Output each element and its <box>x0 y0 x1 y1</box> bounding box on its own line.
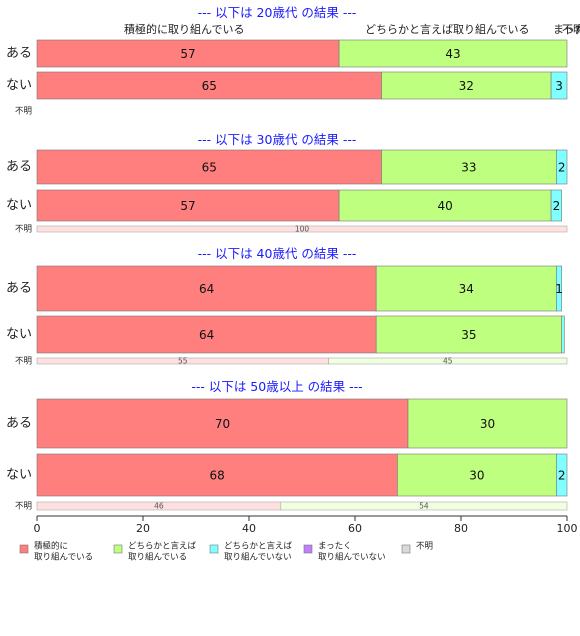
top-label-4: 不明 <box>562 23 580 36</box>
bar-value-label: 30 <box>480 417 495 431</box>
legend-label: どちらかと言えば <box>224 541 293 552</box>
unknown-bar-value-label: 100 <box>295 225 310 234</box>
bar-segment <box>338 39 568 68</box>
legend-swatch <box>401 544 411 554</box>
bar-segment <box>375 315 563 354</box>
bar-value-label: 2 <box>558 161 566 175</box>
unknown-row-label: 不明 <box>15 357 32 367</box>
legend-label: まったく <box>318 542 352 552</box>
bar-segment <box>556 149 568 185</box>
row-label: ない <box>6 198 32 213</box>
bar-segment <box>36 149 382 185</box>
legend-label: 不明 <box>416 542 433 552</box>
unknown-bar-value-label: 54 <box>419 502 429 511</box>
unknown-bar-value-label: 55 <box>178 357 188 366</box>
unknown-row-label: 不明 <box>15 225 32 235</box>
bar-value-label: 1 <box>555 282 563 296</box>
x-tick-label: 100 <box>557 522 578 535</box>
top-label-2: どちらかと言えば取り組んでいる <box>365 23 529 36</box>
section-title: --- 以下は 30歳代 の結果 --- <box>198 132 357 147</box>
bar-segment <box>338 189 552 222</box>
bar-value-label: 65 <box>202 79 217 93</box>
bar-segment <box>407 398 568 449</box>
bar-segment <box>397 453 557 497</box>
x-tick-label: 80 <box>454 522 468 535</box>
bar-segment <box>375 265 557 312</box>
legend-label: 取り組んでいない <box>318 552 386 563</box>
bar-value-label: 64 <box>199 282 214 296</box>
bar-segment <box>556 453 568 497</box>
bar-value-label: 35 <box>461 328 476 342</box>
unknown-bar-value-label: 45 <box>443 357 453 366</box>
row-label: ある <box>6 416 32 431</box>
bar-value-label: 32 <box>459 79 474 93</box>
legend-label: 取り組んでいない <box>224 552 292 563</box>
bar-value-label: 64 <box>199 328 214 342</box>
unknown-bar-segment <box>280 501 568 511</box>
unknown-row-label: 不明 <box>15 502 32 512</box>
bar-value-label: 30 <box>469 469 484 483</box>
unknown-bar-segment <box>328 357 568 365</box>
bar-value-label: 65 <box>202 161 217 175</box>
legend-label: 取り組んでいる <box>34 552 93 563</box>
row-label: ない <box>6 78 32 93</box>
x-tick-label: 20 <box>136 522 150 535</box>
bar-segment <box>36 453 398 497</box>
bar-value-label: 40 <box>437 199 452 213</box>
bar-value-label: 43 <box>445 47 460 61</box>
bar-segment <box>550 189 562 222</box>
section-title: --- 以下は 50歳以上 の結果 --- <box>191 379 362 394</box>
unknown-bar-segment <box>36 225 568 233</box>
bar-value-label: 34 <box>459 282 474 296</box>
row-label: ある <box>6 281 32 296</box>
bar-segment <box>36 189 340 222</box>
bar-segment <box>36 315 377 354</box>
x-tick-label: 40 <box>242 522 256 535</box>
legend-label: 積極的に <box>34 541 68 552</box>
bar-segment <box>381 149 557 185</box>
bar-segment <box>36 265 377 312</box>
bar-value-label: 3 <box>555 79 563 93</box>
unknown-bar-value-label: 46 <box>154 502 164 511</box>
unknown-row-label: 不明 <box>15 107 32 117</box>
bar-value-label: 33 <box>461 161 476 175</box>
x-tick-label: 0 <box>34 522 41 535</box>
bar-value-label: 2 <box>558 469 566 483</box>
bar-value-label: 2 <box>553 199 561 213</box>
legend-label: 取り組んでいる <box>128 552 187 563</box>
section-title: --- 以下は 20歳代 の結果 --- <box>198 5 357 20</box>
bar-segment <box>556 265 563 312</box>
row-label: ない <box>6 468 32 483</box>
top-label-3: まったく <box>553 23 580 36</box>
row-label: ない <box>6 327 32 342</box>
bar-value-label: 70 <box>215 417 230 431</box>
row-label: ある <box>6 46 32 61</box>
x-tick-label: 60 <box>348 522 362 535</box>
bar-segment <box>550 71 568 100</box>
bar-value-label: 57 <box>180 47 195 61</box>
bar-value-label: 57 <box>180 199 195 213</box>
legend-swatch <box>19 544 29 554</box>
row-label: ある <box>6 160 32 175</box>
legend-swatch <box>303 544 313 554</box>
bar-value-label: 68 <box>210 469 225 483</box>
legend-label: どちらかと言えば <box>128 541 197 552</box>
top-label-1: 積極的に取り組んでいる <box>124 22 244 36</box>
legend-swatch <box>113 544 123 554</box>
legend-swatch <box>209 544 219 554</box>
section-title: --- 以下は 40歳代 の結果 --- <box>198 246 357 261</box>
bar-segment <box>561 315 565 354</box>
